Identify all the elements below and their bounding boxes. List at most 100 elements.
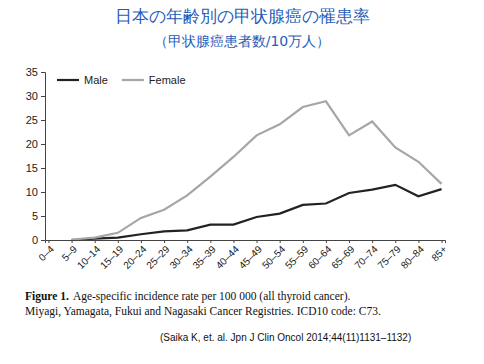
x-axis: 0–45–910–1415–1920–2425–2930–3435–3940–4… (36, 240, 449, 271)
tick-mark (326, 240, 327, 243)
plot-area (72, 101, 442, 240)
axis-line (46, 241, 446, 244)
tick-mark (41, 240, 45, 241)
tick: 25 (26, 114, 45, 126)
tick: 5 (32, 210, 45, 222)
caption-line: Age-specific incidence rate per 100 000 … (73, 290, 351, 303)
tick-label: 85+ (429, 243, 449, 263)
tick-label: 5 (32, 210, 38, 222)
series-line (72, 101, 442, 239)
tick-label: 40–44 (214, 243, 242, 271)
tick-label: 30 (26, 90, 38, 102)
title: 日本の年齢別の甲状腺癌の罹患率 (115, 6, 370, 26)
tick-label: 65–69 (329, 243, 357, 271)
tick-label: 70–74 (352, 243, 380, 271)
tick: 65–69 (329, 240, 357, 271)
tick: 40–44 (214, 240, 242, 271)
tick-label: 20 (26, 138, 38, 150)
tick: 50–54 (260, 240, 288, 271)
tick-label: 15–19 (98, 243, 126, 271)
tick-label: 50–54 (260, 243, 288, 271)
tick-mark (210, 240, 211, 243)
tick-mark (442, 240, 443, 243)
tick: 70–74 (352, 240, 380, 271)
tick-label: 45–49 (237, 243, 265, 271)
legend-swatch (57, 79, 79, 81)
tick-mark (233, 240, 234, 243)
tick: 85+ (429, 240, 449, 263)
tick-mark (41, 72, 45, 73)
series-line (72, 185, 442, 240)
tick-label: 0–4 (36, 243, 56, 263)
tick-mark (303, 240, 304, 243)
tick: 30 (26, 90, 45, 102)
legend-label: Male (84, 74, 108, 86)
tick-label: 10–14 (75, 243, 103, 271)
tick: 25–29 (144, 240, 172, 271)
tick-mark (95, 240, 96, 243)
tick-mark (48, 240, 49, 243)
caption: Figure 1. Age-specific incidence rate per… (25, 290, 381, 318)
tick-mark (72, 240, 73, 243)
tick-label: 20–24 (121, 243, 149, 271)
tick: 75–79 (375, 240, 403, 271)
tick-label: 60–64 (306, 243, 334, 271)
tick: 35 (26, 66, 45, 78)
tick-mark (280, 240, 281, 243)
tick: 10 (26, 186, 45, 198)
tick-mark (141, 240, 142, 243)
tick: 60–64 (306, 240, 334, 271)
tick-label: 25 (26, 114, 38, 126)
tick-label: 10 (26, 186, 38, 198)
tick: 80–84 (399, 240, 427, 271)
source: (Saika K, et. al. Jpn J Clin Oncol 2014;… (160, 332, 411, 343)
tick: 20–24 (121, 240, 149, 271)
tick-label: 35–39 (190, 243, 218, 271)
tick: 0–4 (36, 240, 56, 263)
y-axis: 0 5 10 15 20 25 30 35 (26, 66, 46, 246)
tick-mark (41, 216, 45, 217)
tick-mark (418, 240, 419, 243)
tick: 45–49 (237, 240, 265, 271)
legend-label: Female (149, 74, 186, 86)
caption-label: Figure 1. (25, 290, 69, 303)
chart: 日本の年齢別の甲状腺癌の罹患率 （甲状腺癌患者数/10万人） 0 5 10 15 20 25 3… (0, 0, 484, 364)
axis-line (41, 73, 46, 241)
tick-label: 80–84 (399, 243, 427, 271)
tick-mark (41, 192, 45, 193)
tick: 5–9 (60, 240, 80, 263)
tick-label: 0 (32, 234, 38, 246)
tick-mark (41, 96, 45, 97)
tick-mark (41, 144, 45, 145)
subtitle: （甲状腺癌患者数/10万人） (154, 33, 331, 49)
legend-item: Male (57, 74, 108, 86)
tick-label: 15 (26, 162, 38, 174)
tick-label: 25–29 (144, 243, 172, 271)
tick: 15 (26, 162, 45, 174)
tick: 10–14 (75, 240, 103, 271)
tick-label: 5–9 (60, 243, 80, 263)
tick: 35–39 (190, 240, 218, 271)
tick-mark (349, 240, 350, 243)
tick-mark (257, 240, 258, 243)
tick-label: 35 (26, 66, 38, 78)
tick-mark (164, 240, 165, 243)
tick-mark (41, 168, 45, 169)
legend-swatch (122, 79, 144, 81)
tick-mark (395, 240, 396, 243)
tick: 55–59 (283, 240, 311, 271)
tick-label: 30–34 (167, 243, 195, 271)
tick-label: 55–59 (283, 243, 311, 271)
tick-mark (118, 240, 119, 243)
tick: 15–19 (98, 240, 126, 271)
caption-line: Miyagi, Yamagata, Fukui and Nagasaki Can… (25, 305, 381, 318)
legend-item: Female (122, 74, 186, 86)
tick-mark (187, 240, 188, 243)
tick-mark (41, 120, 45, 121)
legend: Male Female (57, 74, 186, 86)
tick-mark (372, 240, 373, 243)
tick: 0 (32, 234, 45, 246)
tick: 20 (26, 138, 45, 150)
tick: 30–34 (167, 240, 195, 271)
tick-label: 75–79 (375, 243, 403, 271)
